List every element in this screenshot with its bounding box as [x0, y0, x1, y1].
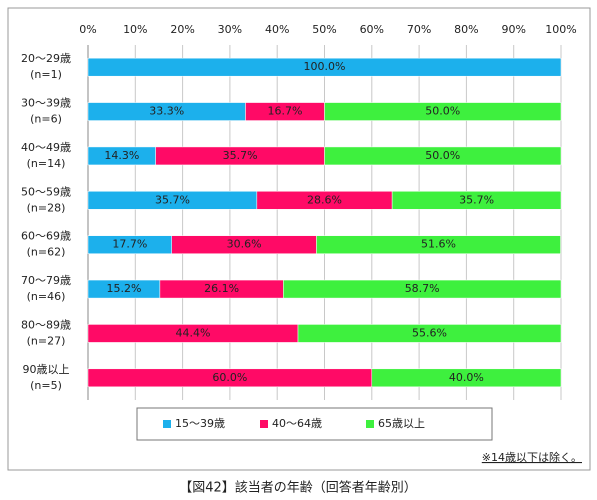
value-label: 28.6%: [307, 193, 342, 206]
value-label: 15.2%: [106, 282, 141, 295]
value-label: 44.4%: [176, 326, 211, 339]
x-tick-label: 60%: [360, 23, 384, 36]
x-tick-label: 100%: [545, 23, 576, 36]
value-label: 60.0%: [212, 371, 247, 384]
x-tick-label: 90%: [501, 23, 525, 36]
x-tick-label: 20%: [170, 23, 194, 36]
legend-label: 40～64歳: [272, 417, 322, 430]
bar-segment: [297, 324, 562, 343]
x-tick-label: 10%: [123, 23, 147, 36]
y-tick-label: 70～79歳: [21, 274, 71, 287]
value-label: 30.6%: [227, 238, 262, 251]
value-label: 14.3%: [104, 149, 139, 162]
value-label: 35.7%: [155, 193, 190, 206]
footnote: ※14歳以下は除く。: [482, 450, 582, 464]
value-label: 33.3%: [149, 105, 184, 118]
value-label: 100.0%: [304, 60, 346, 73]
x-tick-label: 80%: [454, 23, 478, 36]
value-label: 55.6%: [412, 326, 447, 339]
legend-box: [136, 407, 493, 441]
y-tick-note: (n=6): [30, 113, 62, 126]
value-label: 26.1%: [204, 282, 239, 295]
y-tick-note: (n=14): [27, 157, 66, 170]
legend-swatch: [163, 420, 171, 428]
x-tick-label: 0%: [79, 23, 96, 36]
bar-segment: [371, 368, 562, 388]
y-tick-note: (n=1): [30, 68, 62, 81]
y-tick-note: (n=27): [27, 334, 66, 347]
legend-label: 65歳以上: [378, 417, 425, 430]
legend-swatch: [260, 420, 268, 428]
y-tick-label: 40～49歳: [21, 141, 71, 154]
value-label: 50.0%: [425, 149, 460, 162]
x-tick-label: 30%: [218, 23, 242, 36]
y-tick-label: 90歳以上: [23, 363, 70, 376]
y-tick-note: (n=28): [27, 201, 66, 214]
y-tick-label: 50～59歳: [21, 185, 71, 198]
y-tick-label: 80～89歳: [21, 318, 71, 331]
y-tick-note: (n=5): [30, 379, 62, 392]
value-label: 51.6%: [421, 238, 456, 251]
x-tick-label: 40%: [265, 23, 289, 36]
y-tick-label: 60～69歳: [21, 230, 71, 243]
bar-segment: [324, 146, 562, 166]
value-label: 17.7%: [112, 238, 147, 251]
bar-segment: [324, 102, 562, 121]
value-label: 16.7%: [268, 105, 303, 118]
bar-segment: [87, 57, 562, 77]
bar-segment: [391, 191, 562, 210]
value-label: 35.7%: [223, 149, 258, 162]
y-tick-label: 30～39歳: [21, 97, 71, 110]
value-label: 58.7%: [405, 282, 440, 295]
legend-label: 15～39歳: [175, 417, 225, 430]
bar-segment: [316, 235, 561, 254]
value-label: 35.7%: [459, 193, 494, 206]
bar-segment: [283, 279, 562, 299]
value-label: 40.0%: [449, 371, 484, 384]
caption: 【図42】該当者の年齢（回答者年齢別）: [179, 480, 417, 496]
value-label: 50.0%: [425, 105, 460, 118]
legend-swatch: [366, 420, 374, 428]
y-tick-note: (n=46): [27, 290, 66, 303]
x-tick-label: 70%: [407, 23, 431, 36]
x-tick-label: 50%: [312, 23, 336, 36]
y-tick-note: (n=62): [27, 246, 66, 259]
y-tick-label: 20～29歳: [21, 52, 71, 65]
